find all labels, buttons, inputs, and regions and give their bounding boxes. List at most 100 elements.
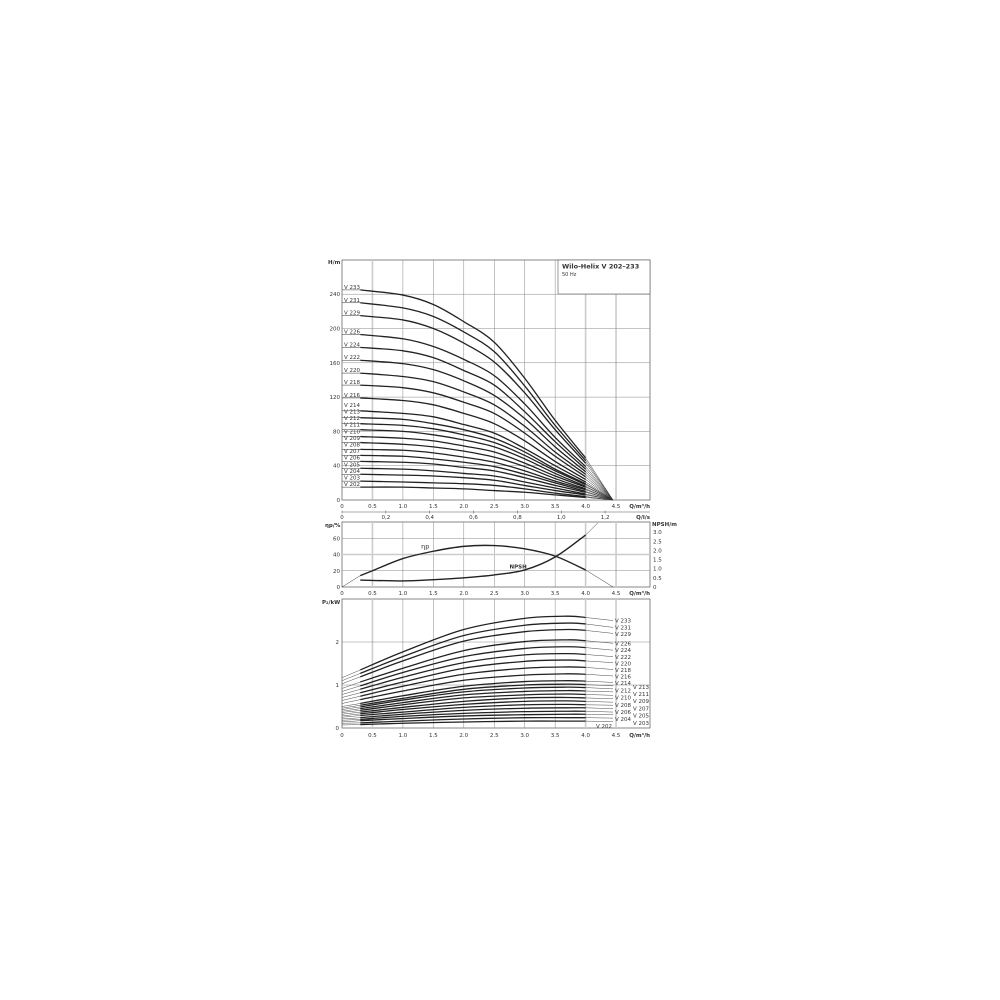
efficiency-y-tick-label: 60	[333, 536, 340, 542]
head-chart-y-tick-label: 120	[330, 395, 341, 401]
head-curve-V203	[360, 480, 586, 498]
head-curve-extension	[585, 484, 614, 501]
head-curve-V211	[360, 429, 586, 487]
power-curve-extension	[341, 681, 361, 689]
power-curve-extension	[341, 710, 361, 713]
head-chart-x-tick-label: 3.5	[551, 504, 560, 510]
efficiency-y-tick-label: 0	[337, 585, 341, 591]
head-curve-V210	[360, 435, 586, 488]
power-chart-x-tick-label: 4.0	[581, 733, 590, 739]
power-curve-V220	[360, 659, 586, 694]
head-curve-extension	[585, 466, 614, 501]
efficiency-y-axis-label: ηp/%	[325, 523, 341, 529]
efficiency-chart-x-tick-label: 3.0	[520, 591, 529, 597]
power-series-label: V 210	[615, 696, 632, 702]
power-y-tick-label: 0	[336, 726, 340, 732]
head-chart-y-tick-label: 40	[333, 464, 340, 470]
power-curve-extension	[341, 719, 361, 721]
power-curve-extension	[585, 680, 614, 683]
power-series-label: V 233	[615, 619, 632, 625]
power-chart-x-tick-label: 1.5	[429, 733, 438, 739]
head-curve-V213	[360, 417, 586, 485]
power-curve-V204	[360, 713, 586, 722]
head-chart-x-axis-label: Q/m³/h	[629, 503, 650, 510]
head-curve-V204	[360, 473, 586, 496]
power-curve-V211	[360, 689, 586, 710]
head-curve-V208	[360, 448, 586, 491]
power-series-label: V 212	[615, 688, 631, 694]
npsh-y-axis-label: NPSH/m	[652, 522, 677, 528]
head-series-label: V 229	[344, 311, 361, 317]
power-chart-x-tick-label: 1.0	[399, 733, 408, 739]
efficiency-chart-x-tick-label: 1.5	[429, 591, 438, 597]
ls-axis-tick-label: 0,6	[469, 515, 478, 521]
head-chart-x-tick-label: 1.0	[399, 504, 408, 510]
power-y-axis-label: P₂/kW	[322, 600, 340, 606]
head-chart-x-tick-label: 2.5	[490, 504, 499, 510]
power-curve-extension	[341, 717, 361, 720]
power-curve-extension	[341, 715, 361, 718]
power-curve-extension	[585, 630, 614, 634]
npsh-y-tick-label: 0	[653, 585, 657, 591]
power-curve-extension	[341, 708, 361, 712]
power-curve-V202	[360, 720, 586, 726]
power-series-label: V 206	[615, 710, 632, 716]
npsh-y-tick-label: 2.0	[653, 548, 662, 554]
efficiency-curve-extension	[341, 575, 361, 588]
power-curve-extension	[585, 617, 614, 621]
efficiency-curve	[360, 544, 586, 577]
power-chart-x-tick-label: 2.0	[459, 733, 468, 739]
head-series-label: V 220	[344, 368, 361, 374]
power-series-label: V 231	[615, 625, 631, 631]
power-curve-extension	[585, 710, 614, 713]
power-curve-extension	[585, 674, 614, 677]
head-chart-x-tick-label: 0	[340, 504, 344, 510]
power-chart-x-tick-label: 0	[340, 733, 344, 739]
head-series-label: V 231	[344, 298, 360, 304]
head-chart-x-tick-label: 4.5	[612, 504, 621, 510]
efficiency-chart-x-axis-label: Q/m³/h	[629, 590, 650, 597]
head-curve-V216	[360, 397, 586, 480]
head-curve-extension	[585, 489, 614, 501]
ls-axis-tick-label: 0,2	[381, 515, 390, 521]
power-curve-V214	[360, 680, 586, 705]
head-curve-extension	[585, 462, 614, 501]
power-series-label: V 216	[615, 675, 632, 681]
power-curve-V231	[360, 622, 586, 674]
power-curve-extension	[585, 623, 614, 628]
head-chart-x-tick-label: 1.5	[429, 504, 438, 510]
power-chart-x-tick-label: 2.5	[490, 733, 499, 739]
ls-axis-tick-label: 0,8	[513, 515, 522, 521]
power-curve-extension	[341, 703, 361, 707]
efficiency-chart-x-tick-label: 4.0	[581, 591, 590, 597]
npsh-curve-extension	[585, 522, 598, 536]
power-series-label: V 204	[615, 717, 632, 723]
power-y-tick-label: 2	[336, 640, 340, 646]
power-series-label: V 211	[633, 692, 649, 698]
power-series-label: V 229	[615, 632, 632, 638]
power-y-tick-label: 1	[336, 683, 340, 689]
power-curve-V210	[360, 693, 586, 712]
efficiency-y-tick-label: 40	[333, 553, 340, 559]
efficiency-y-tick-label: 20	[333, 569, 340, 575]
head-curve-V202	[360, 486, 586, 499]
head-chart-y-tick-label: 80	[333, 429, 340, 435]
head-series-label: V 206	[344, 456, 361, 462]
head-series-label: V 233	[344, 285, 361, 291]
title-box: Wilo-Helix V 202–233 50 Hz	[557, 259, 651, 295]
head-curve-V229	[360, 314, 587, 464]
power-series-label: V 208	[615, 703, 632, 709]
npsh-y-tick-label: 3.0	[653, 530, 662, 536]
power-curve-V222	[360, 652, 586, 690]
power-series-label: V 226	[615, 641, 632, 647]
npsh-curve	[360, 534, 587, 582]
head-series-label: V 214	[344, 403, 361, 409]
npsh-y-tick-label: 2.5	[653, 539, 662, 545]
power-curve-extension	[585, 660, 614, 663]
ls-axis-tick-label: 1,2	[601, 515, 610, 521]
head-curve-V231	[360, 302, 587, 461]
power-curve-V203	[360, 716, 586, 724]
head-series-label: V 207	[344, 449, 361, 455]
ls-axis-tick-label: 1,0	[557, 515, 566, 521]
power-curve-extension	[341, 711, 361, 715]
